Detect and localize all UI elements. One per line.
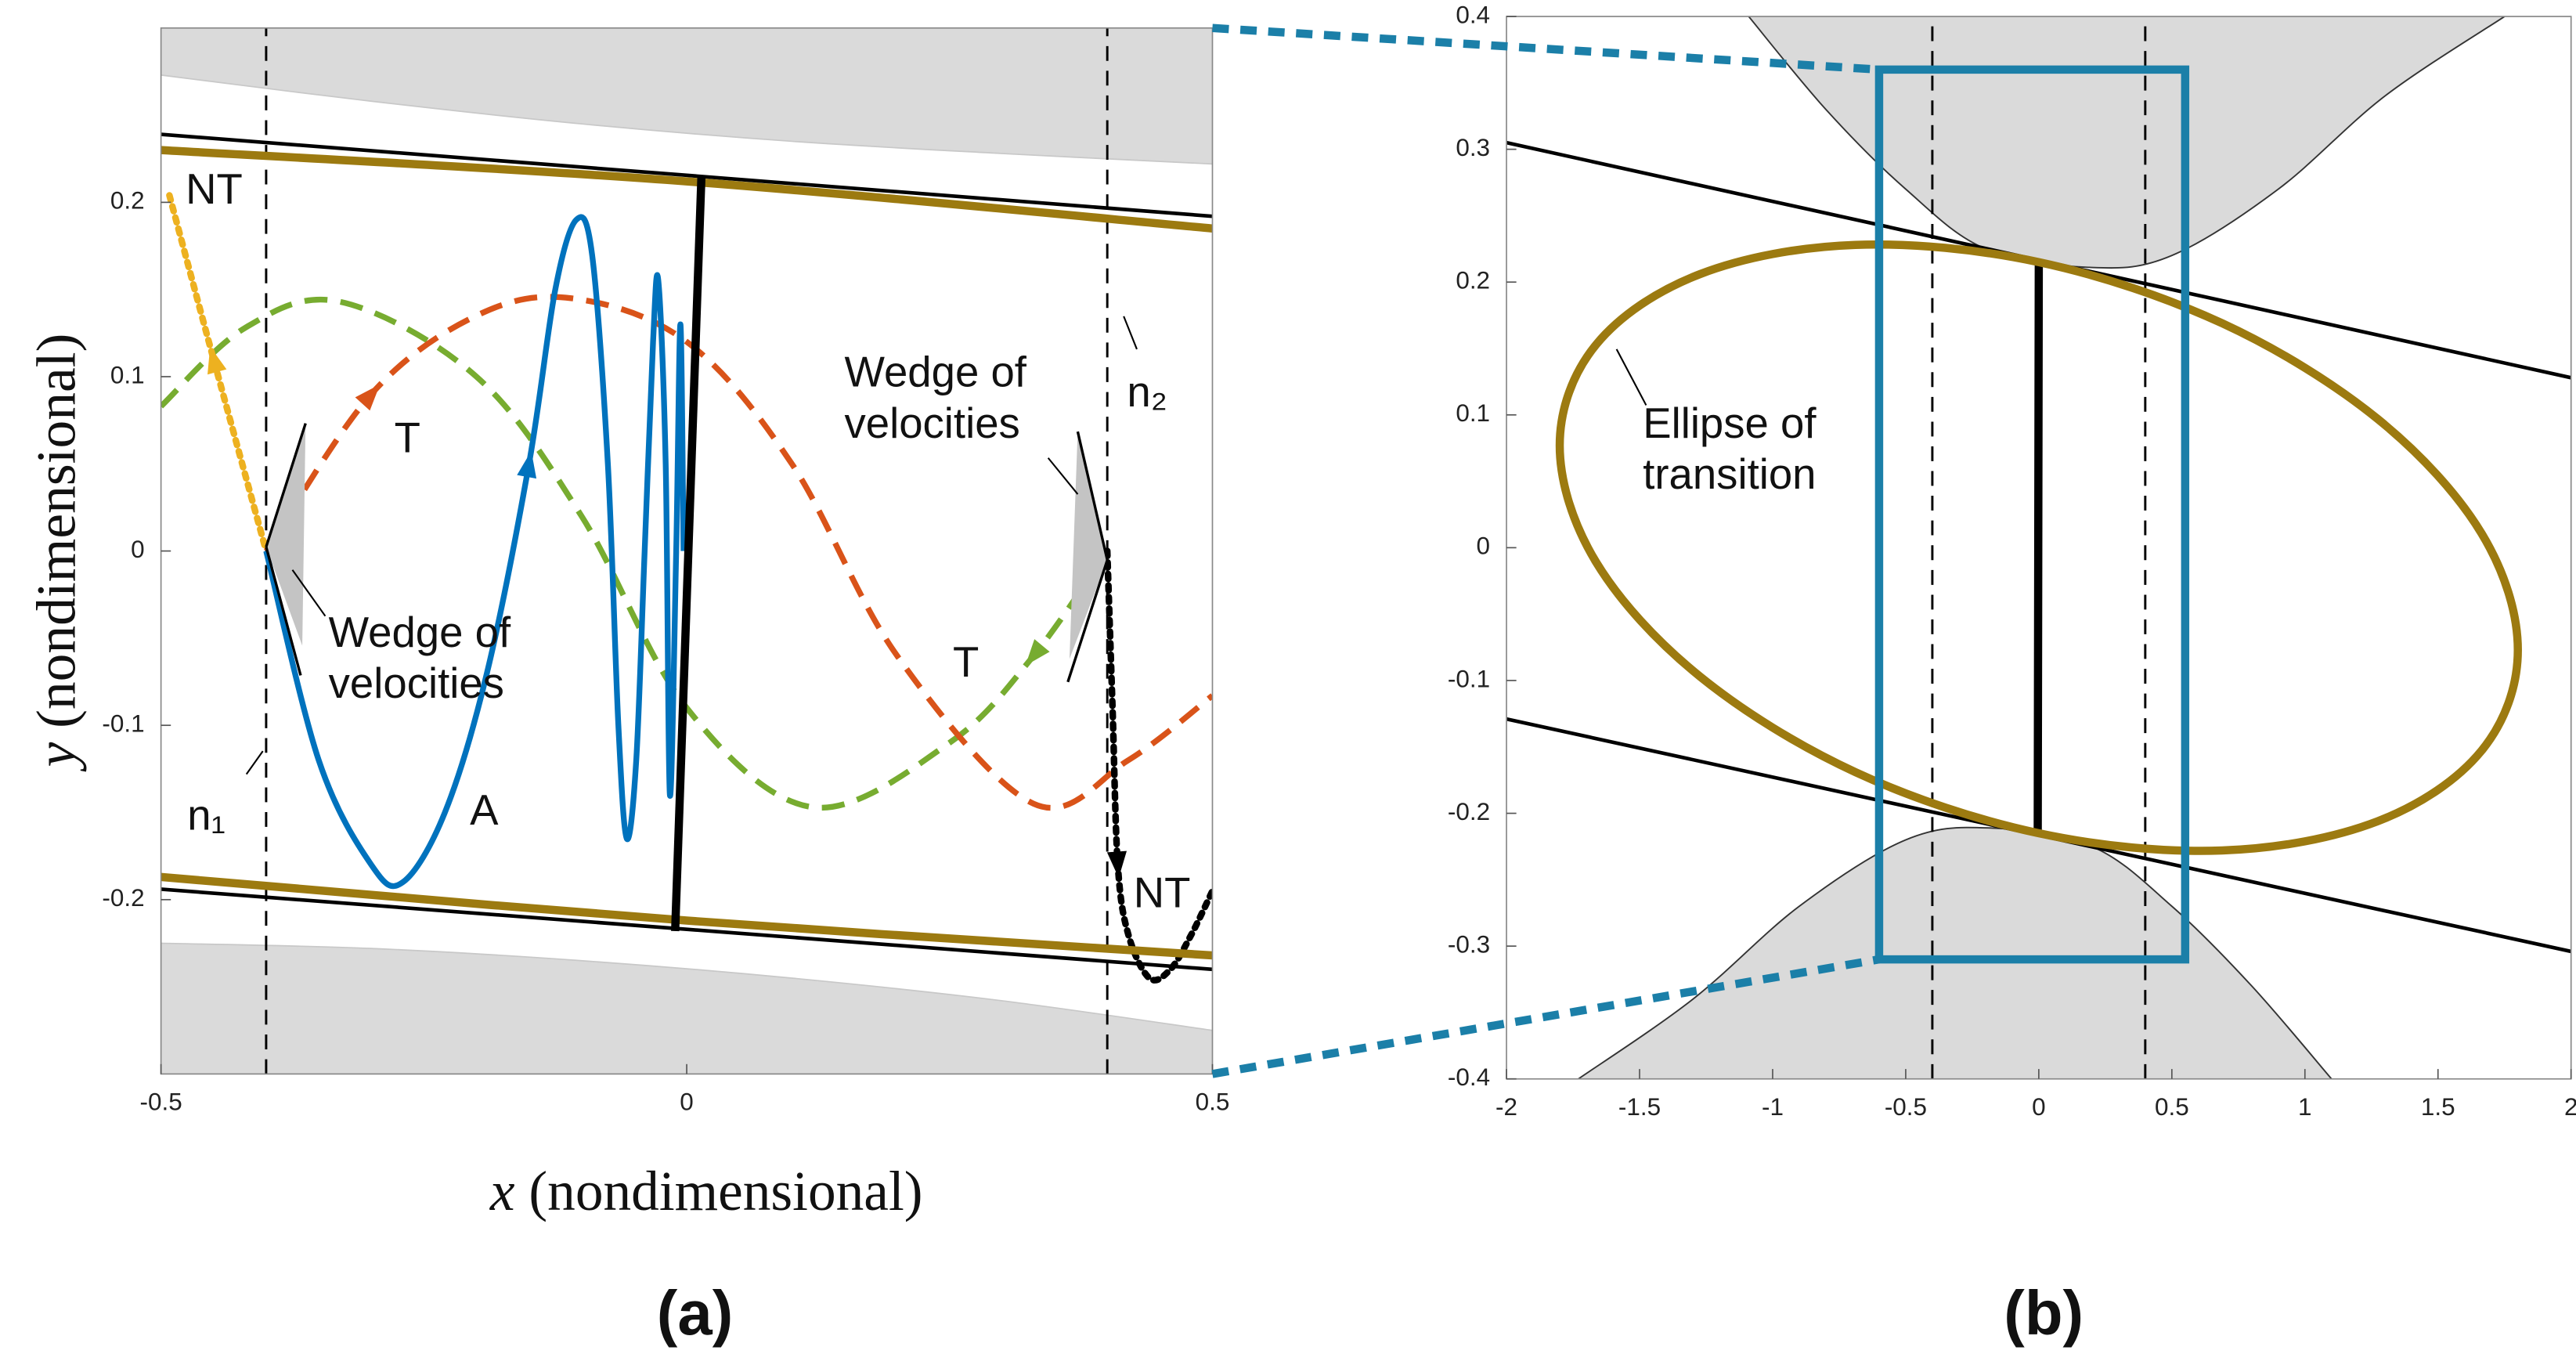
zoom-box — [1874, 65, 2190, 964]
y-tick-label: -0.2 — [1448, 797, 1490, 825]
y-tick-label: -0.3 — [1448, 930, 1490, 958]
x-tick-label: 1 — [2298, 1092, 2312, 1121]
curve — [166, 192, 270, 554]
curve — [161, 146, 1213, 233]
annotation: T — [395, 414, 420, 462]
annotation-line: NT — [186, 165, 243, 213]
annotation: A — [470, 786, 499, 834]
y-tick-label: 0 — [1477, 532, 1491, 560]
y-tick-label: 0.4 — [1456, 0, 1490, 28]
y-tick-label: -0.4 — [1448, 1063, 1490, 1091]
wedge-edge — [1076, 431, 1109, 561]
x-axis-label: x (nondimensional) — [489, 1161, 923, 1223]
y-axis-unit: (nondimensional) — [26, 334, 88, 728]
annotation: NT — [186, 165, 243, 213]
x-tick-label: 0.5 — [2155, 1092, 2189, 1121]
y-tick-label: 0.3 — [1456, 133, 1490, 161]
annotation-line: transition — [1643, 450, 1816, 498]
y-tick-label: 0.1 — [110, 360, 145, 388]
x-axis-unit: (nondimensional) — [529, 1161, 922, 1223]
y-axis-label: y (nondimensional) — [26, 334, 88, 772]
y-tick-label: -0.2 — [102, 883, 144, 912]
annotation-line: A — [470, 786, 499, 834]
annotation: Wedge of velocities — [844, 348, 1026, 447]
y-tick-label: 0.1 — [1456, 399, 1490, 427]
panel-label: (b) — [2004, 1278, 2084, 1348]
y-axis-var: y — [26, 742, 88, 771]
wedge-edge — [265, 546, 302, 676]
arrowhead — [1025, 639, 1050, 666]
y-tick-label: 0.2 — [110, 186, 145, 215]
curve — [671, 175, 706, 932]
leader — [1615, 348, 1647, 406]
x-tick-label: 1.5 — [2421, 1092, 2455, 1121]
region — [1578, 827, 2332, 1079]
annotation-line: n₁ — [187, 792, 225, 839]
arrowhead — [355, 384, 381, 411]
annotation-line: NT — [1134, 869, 1191, 917]
curve — [2033, 262, 2044, 835]
annotation: n₂ — [1127, 368, 1167, 416]
overlay: x (nondimensional) y (nondimensional) (a… — [26, 0, 2576, 1348]
curve — [263, 294, 1213, 811]
x-tick-label: -1 — [1762, 1092, 1784, 1121]
annotation: Wedge of velocities — [329, 608, 511, 707]
annotation-line: Ellipse of — [1643, 399, 1817, 447]
region-edge — [1748, 16, 2506, 269]
leader — [291, 569, 327, 617]
y-tick-label: -0.1 — [102, 709, 144, 738]
annotation: Ellipse of transition — [1643, 399, 1817, 498]
curve — [263, 214, 687, 890]
plot-area-b — [1506, 16, 2571, 1079]
y-tick-label: -0.1 — [1448, 664, 1490, 692]
annotation-line: velocities — [844, 399, 1019, 447]
y-tick-label: 0 — [131, 535, 145, 563]
annotation-line: velocities — [329, 659, 504, 707]
plot-area-a — [161, 27, 1213, 1074]
region — [161, 27, 1213, 164]
x-tick-label: 0 — [2032, 1092, 2046, 1121]
curve — [161, 296, 1110, 811]
leader — [1047, 457, 1079, 495]
x-axis-var: x — [489, 1161, 515, 1223]
y-tick-label: 0.2 — [1456, 266, 1490, 294]
annotation-line: n₂ — [1127, 368, 1167, 416]
x-tick-label: -2 — [1495, 1092, 1517, 1121]
region — [1748, 16, 2505, 269]
wedge — [1069, 431, 1108, 659]
x-tick-label: -0.5 — [140, 1088, 182, 1116]
leader — [1123, 316, 1138, 350]
annotation-line: Wedge of — [329, 608, 511, 656]
curve — [1555, 240, 2522, 855]
curve — [161, 872, 1213, 960]
annotation: T — [953, 638, 979, 686]
annotation-line: Wedge of — [844, 348, 1026, 396]
region-edge — [1578, 826, 2332, 1079]
arrowhead — [207, 346, 227, 375]
region — [161, 943, 1213, 1074]
x-tick-label: 0.5 — [1196, 1088, 1230, 1116]
curve — [161, 132, 1213, 218]
x-tick-label: -0.5 — [1885, 1092, 1927, 1121]
x-tick-label: -1.5 — [1618, 1092, 1661, 1121]
panel-label: (a) — [657, 1278, 733, 1348]
annotation-line: T — [395, 414, 420, 462]
annotation-line: T — [953, 638, 979, 686]
arrowhead — [517, 450, 537, 479]
arrowhead — [1106, 850, 1127, 879]
annotation: n₁ — [187, 792, 225, 839]
curve — [161, 887, 1213, 972]
region-edge — [161, 942, 1213, 1031]
wedge-edge — [1066, 559, 1109, 683]
wedge-edge — [265, 423, 307, 547]
annotation: NT — [1134, 869, 1191, 917]
wedge — [265, 423, 306, 646]
x-tick-label: 2 — [2564, 1092, 2576, 1121]
region-edge — [161, 74, 1213, 165]
zoom-connector — [1211, 955, 1880, 1078]
leader — [245, 750, 264, 775]
x-tick-label: 0 — [680, 1088, 694, 1116]
